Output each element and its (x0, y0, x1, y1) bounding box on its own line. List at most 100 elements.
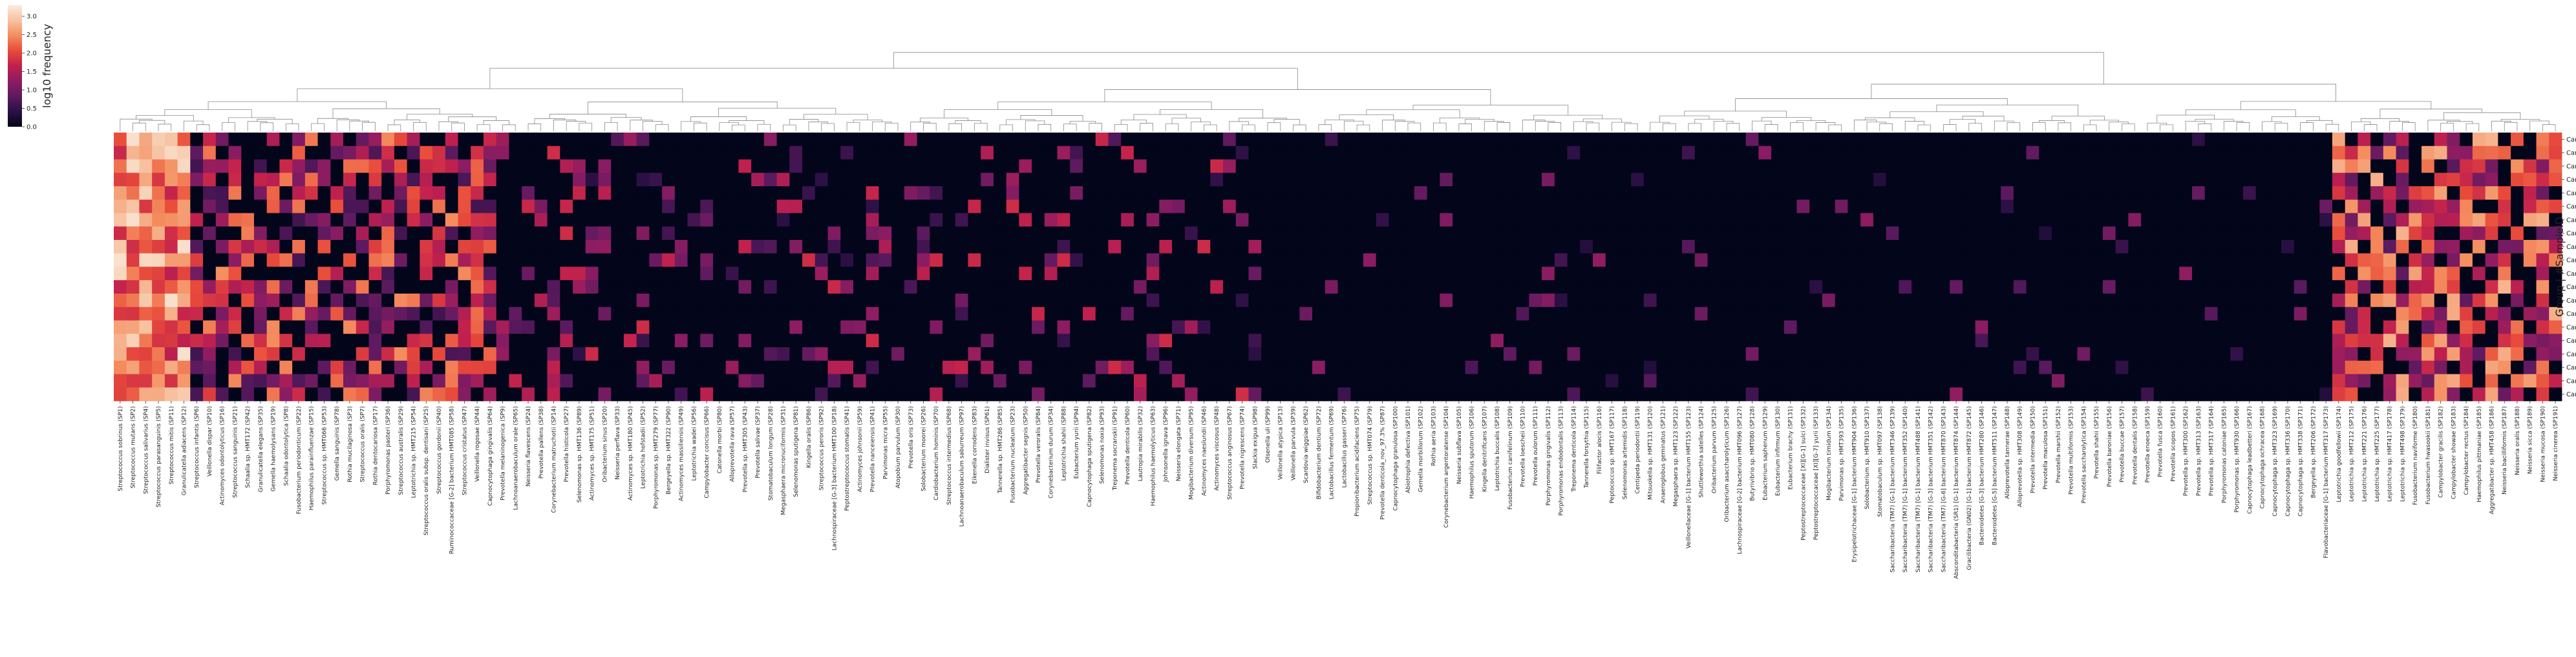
heatmap-cell (1542, 307, 1555, 321)
heatmap-cell (139, 347, 153, 361)
heatmap-cell (2013, 213, 2027, 227)
heatmap-cell (1159, 133, 1173, 147)
heatmap-cell (1899, 280, 1912, 294)
heatmap-cell (1822, 280, 1836, 294)
heatmap-cell (2230, 387, 2244, 402)
heatmap-cell (1465, 307, 1478, 321)
heatmap-cell (2409, 159, 2422, 173)
heatmap-cell (1121, 307, 1134, 321)
heatmap-cell (1911, 213, 1925, 227)
heatmap-cell (713, 213, 727, 227)
heatmap-cell (1720, 145, 1734, 160)
dendrogram-branch (997, 102, 1212, 110)
heatmap-cell (1796, 347, 1810, 361)
column-label: Neisseria perflava (SP33) (615, 406, 621, 480)
heatmap-cell (304, 347, 318, 361)
heatmap-cell (891, 294, 905, 308)
heatmap-cell (139, 199, 153, 213)
heatmap-cell (1847, 307, 1861, 321)
heatmap-cell (2153, 226, 2167, 241)
heatmap-cell (445, 240, 458, 254)
heatmap-cell (1783, 253, 1797, 267)
heatmap-cell (420, 360, 433, 374)
heatmap-cell (585, 294, 599, 308)
heatmap-cell (547, 347, 560, 361)
heatmap-cell (2485, 307, 2498, 321)
column-label: Saccharibacteria (TM7) [G-1] bacterium H… (1902, 406, 1909, 572)
heatmap-cell (942, 387, 956, 402)
heatmap-cell (942, 186, 956, 200)
heatmap-cell (2345, 320, 2358, 334)
heatmap-cell (1975, 253, 1988, 267)
heatmap-cell (2217, 374, 2231, 388)
heatmap-cell (1669, 186, 1683, 200)
heatmap-cell (164, 374, 178, 388)
heatmap-cell (2153, 266, 2167, 281)
heatmap-cell (1478, 280, 1491, 294)
heatmap-cell (2255, 159, 2269, 173)
heatmap-cell (381, 173, 395, 187)
heatmap-cell (2345, 240, 2358, 254)
heatmap-cell (509, 294, 522, 308)
heatmap-cell (968, 294, 981, 308)
heatmap-cell (2242, 347, 2257, 361)
heatmap-cell (1057, 159, 1070, 173)
heatmap-cell (2242, 133, 2257, 147)
heatmap-cell (2472, 266, 2486, 281)
heatmap-cell (738, 186, 752, 200)
heatmap-cell (2358, 213, 2371, 227)
dendrogram-branch (2389, 121, 2409, 131)
heatmap-cell (1732, 280, 1747, 294)
heatmap-cell (522, 240, 535, 254)
heatmap-cell (1809, 186, 1823, 200)
heatmap-cell (2217, 186, 2231, 200)
heatmap-cell (827, 213, 841, 227)
heatmap-cell (2511, 307, 2524, 321)
column-label: Leptotrichia buccalis (SP108) (1495, 406, 1501, 491)
heatmap-cell (317, 173, 331, 187)
heatmap-cell (2396, 199, 2409, 213)
heatmap-cell (253, 240, 268, 254)
heatmap-cell (471, 159, 484, 173)
heatmap-cell (368, 320, 382, 334)
heatmap-cell (789, 213, 803, 227)
heatmap-cell (2383, 334, 2396, 348)
column-label: Shuttleworthia satelles (SP124) (1699, 406, 1705, 498)
heatmap-cell (126, 226, 140, 241)
heatmap-cell (2485, 374, 2498, 388)
dendrogram-branch (549, 114, 627, 119)
heatmap-cell (2013, 226, 2027, 241)
heatmap-cell (2332, 307, 2346, 321)
heatmap-cell (177, 145, 191, 160)
column-labels: Streptococcus sobrinus (SP1) Streptococcu… (118, 401, 2559, 579)
heatmap-cell (534, 320, 548, 334)
heatmap-cell (1542, 253, 1555, 267)
heatmap-cell (993, 133, 1007, 147)
heatmap-cell (1210, 307, 1224, 321)
heatmap-cell (1083, 186, 1096, 200)
heatmap-cell (2141, 347, 2155, 361)
heatmap-cell (598, 240, 612, 254)
row-dendrogram-branch (96, 347, 103, 378)
heatmap-cell (522, 186, 535, 200)
heatmap-cell (763, 374, 778, 388)
heatmap-cell (611, 387, 624, 402)
heatmap-cell (2153, 387, 2167, 402)
heatmap-cell (522, 320, 535, 334)
heatmap-cell (2523, 307, 2537, 321)
heatmap-cell (1286, 294, 1300, 308)
heatmap-cell (981, 307, 994, 321)
heatmap-cell (1707, 347, 1721, 361)
heatmap-cell (1083, 213, 1096, 227)
heatmap-cell (2026, 145, 2039, 160)
heatmap-cell (2153, 307, 2167, 321)
heatmap-cell (853, 294, 867, 308)
heatmap-cell (1172, 307, 1186, 321)
heatmap-cell (623, 199, 637, 213)
heatmap-cell (1389, 307, 1402, 321)
heatmap-cell (1146, 360, 1160, 374)
heatmap-cell (471, 133, 484, 147)
heatmap-cell (1273, 266, 1287, 281)
heatmap-cell (279, 226, 293, 241)
heatmap-cell (1618, 334, 1632, 348)
